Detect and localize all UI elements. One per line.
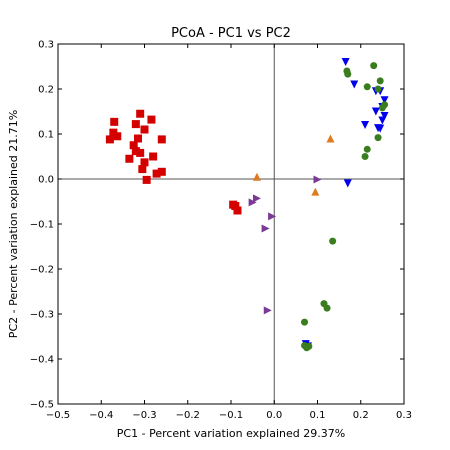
data-point-triangle-down xyxy=(361,121,370,129)
data-point-circle xyxy=(374,134,382,142)
data-point-triangle-down xyxy=(341,58,350,66)
data-point-triangle-down xyxy=(371,107,380,116)
data-point-square xyxy=(134,134,143,143)
data-point-triangle-right xyxy=(248,198,257,207)
chart-title: PCoA - PC1 vs PC2 xyxy=(171,26,291,41)
data-point-triangle-up xyxy=(311,187,320,196)
y-tick-label: 0.2 xyxy=(38,85,54,96)
plot-frame xyxy=(57,43,405,405)
data-point-square xyxy=(110,117,119,126)
x-tick-label: 0.1 xyxy=(310,410,326,421)
data-point-triangle-down xyxy=(350,80,359,89)
data-point-circle xyxy=(344,70,352,78)
data-point-triangle-right xyxy=(268,212,277,221)
data-points xyxy=(105,58,389,352)
y-tick-label: 0.0 xyxy=(38,175,54,186)
y-tick-label: −0.2 xyxy=(30,265,54,276)
data-point-circle xyxy=(329,237,337,245)
data-point-circle xyxy=(376,77,384,85)
data-point-square xyxy=(113,132,122,141)
data-point-square xyxy=(147,115,156,124)
data-point-square xyxy=(142,175,151,184)
data-point-square xyxy=(131,147,140,156)
data-point-triangle-right xyxy=(263,306,272,315)
data-point-square xyxy=(152,169,161,178)
data-point-triangle-right xyxy=(261,224,270,233)
data-point-triangle-down xyxy=(343,179,352,188)
x-tick-label: −0.2 xyxy=(176,410,200,421)
data-point-triangle-right xyxy=(313,175,322,184)
y-tick-label: −0.3 xyxy=(30,310,54,321)
data-point-square xyxy=(231,202,240,210)
data-point-triangle-down xyxy=(380,96,389,105)
data-point-square xyxy=(136,109,145,118)
data-point-square xyxy=(129,141,138,150)
data-point-square xyxy=(131,120,140,129)
data-point-square xyxy=(136,148,145,157)
data-point-triangle-down xyxy=(378,116,387,125)
data-point-circle xyxy=(361,153,369,160)
data-point-triangle-up xyxy=(326,134,335,143)
data-point-circle xyxy=(378,104,386,112)
data-point-square xyxy=(125,154,134,163)
data-point-circle xyxy=(323,304,331,312)
data-point-circle xyxy=(370,62,378,70)
x-tick-label: 0.0 xyxy=(266,410,282,421)
y-tick-label: −0.5 xyxy=(30,400,54,411)
data-point-square xyxy=(157,135,166,144)
x-tick-label: 0.3 xyxy=(396,410,412,421)
data-point-circle xyxy=(303,344,311,352)
x-tick-label: −0.4 xyxy=(89,410,113,421)
x-axis-label: PC1 - Percent variation explained 29.37% xyxy=(117,427,345,440)
data-point-triangle-right xyxy=(252,194,261,203)
data-point-square xyxy=(233,206,242,215)
data-point-square xyxy=(157,167,166,176)
x-tick-label: −0.5 xyxy=(46,410,70,421)
plot-area: −0.5 −0.4 −0.3 −0.2 −0.1 0.0 0.1 0.2 0.3 −0.5 −0.4… xyxy=(30,40,412,422)
data-point-square xyxy=(105,135,114,144)
data-point-square xyxy=(140,158,149,167)
data-point-circle xyxy=(301,318,309,326)
data-point-triangle-down xyxy=(380,112,389,120)
y-axis-label: PC2 - Percent variation explained 21.71% xyxy=(7,110,20,338)
data-point-square xyxy=(140,125,149,134)
y-tick-label: −0.1 xyxy=(30,220,54,231)
data-point-circle xyxy=(363,83,371,91)
data-point-circle xyxy=(363,145,371,153)
data-point-triangle-down xyxy=(376,124,385,133)
data-point-circle xyxy=(374,85,382,93)
y-tick-label: −0.4 xyxy=(30,355,54,366)
y-tick-label: 0.1 xyxy=(38,130,54,141)
x-tick-label: −0.3 xyxy=(132,410,156,421)
x-tick-label: −0.1 xyxy=(219,410,243,421)
data-point-triangle-up xyxy=(252,172,261,181)
y-tick-label: 0.3 xyxy=(38,40,54,51)
data-point-square xyxy=(138,165,147,174)
x-tick-label: 0.2 xyxy=(353,410,369,421)
data-point-square xyxy=(149,152,158,161)
